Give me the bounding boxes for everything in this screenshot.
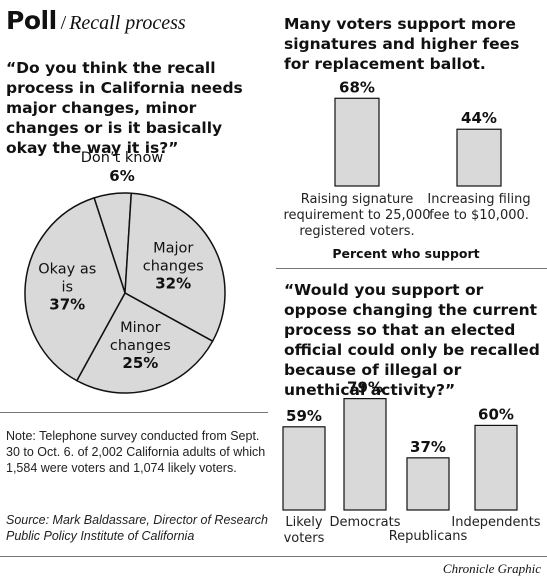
group-bar-4: [474, 424, 518, 511]
page-header: Poll / Recall process: [6, 6, 186, 35]
page-subtitle: Recall process: [69, 12, 186, 34]
support-category-1: Raising signature requirement to 25,000 re…: [283, 192, 430, 239]
source-note: Source: Mark Baldassare, Director of Res…: [6, 513, 268, 543]
oppose-chart-title: “Would you support or oppose changing th…: [284, 281, 540, 399]
support-chart-title: Many voters support more signatures and …: [284, 15, 520, 73]
support-axis-label: Percent who support: [332, 246, 479, 261]
support-value-1: 68%: [339, 78, 375, 96]
group-value-4: 60%: [478, 405, 514, 423]
divider-right: [276, 268, 547, 269]
group-bar-chart: 59% Likely voters 79% Democrats 37% Republican…: [282, 379, 541, 546]
group-category-2: Democrats: [330, 515, 401, 530]
group-value-3: 37%: [410, 438, 446, 456]
pie-question: “Do you think the recall process in Cali…: [6, 59, 243, 157]
support-bar-2: [456, 128, 502, 187]
group-bar-3: [406, 457, 450, 511]
pie-value-4: 37%: [49, 296, 85, 314]
pie-value-1: 6%: [109, 167, 134, 185]
group-bar-1: [282, 426, 326, 511]
group-category-4: Independents: [451, 515, 540, 530]
pie-slice-4: [24, 197, 126, 382]
pie-slice-2: [124, 192, 226, 342]
title-separator: /: [60, 12, 67, 34]
group-value-2: 79%: [347, 379, 383, 397]
group-bar-2: [343, 398, 387, 511]
group-category-3: Republicans: [389, 529, 468, 544]
survey-note: Note: Telephone survey conducted from Se…: [6, 429, 266, 475]
pie-slices: [24, 192, 226, 394]
divider-bottom: [0, 556, 547, 557]
support-bar-chart: 68% 44% Raising signature requirement to 25…: [283, 78, 530, 261]
pie-label-3: Minor changes: [110, 320, 171, 354]
pie-value-3: 25%: [122, 354, 158, 372]
divider-left: [0, 412, 268, 413]
page-title: Poll: [6, 6, 57, 35]
pie-label-4: Okay as is: [38, 262, 96, 296]
pie-label-1: Don’t know: [81, 150, 164, 166]
pie-value-2: 32%: [155, 275, 191, 293]
group-value-1: 59%: [286, 407, 322, 425]
group-category-1: Likely voters: [284, 515, 325, 546]
graphic-credit: Chronicle Graphic: [442, 561, 541, 576]
support-bar-1: [334, 97, 380, 187]
pie-label-2: Major changes: [143, 241, 204, 275]
support-category-2: Increasing filing fee to $10,000.: [427, 192, 530, 223]
pie-slice-3: [76, 292, 214, 394]
support-value-2: 44%: [461, 109, 497, 127]
